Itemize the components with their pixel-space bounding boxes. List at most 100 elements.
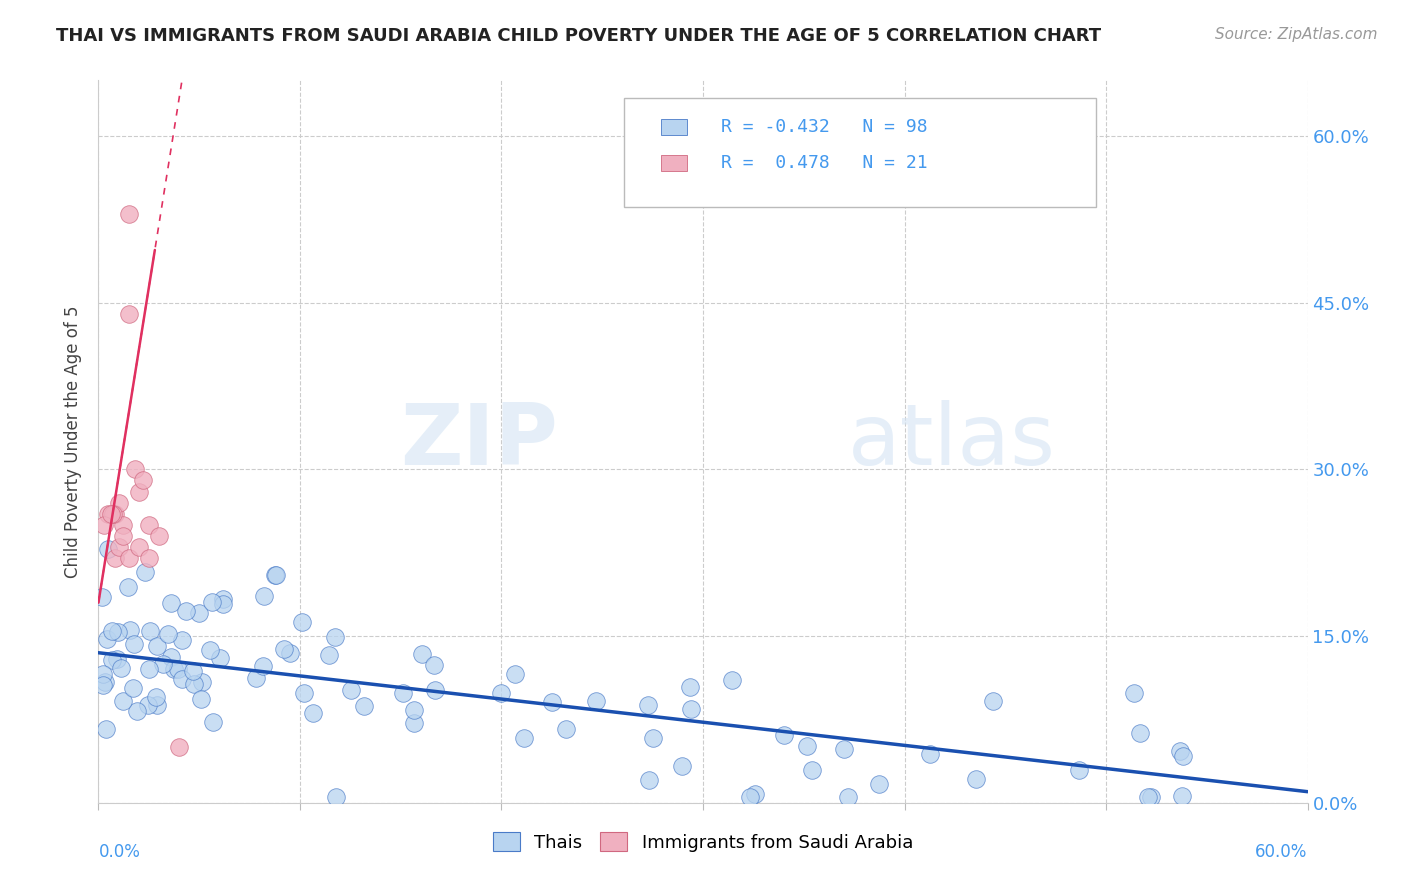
Point bbox=[721, 673, 744, 688]
Point bbox=[1136, 790, 1159, 805]
Point bbox=[738, 790, 761, 805]
Point bbox=[122, 681, 145, 695]
Point bbox=[124, 637, 146, 651]
Text: atlas: atlas bbox=[848, 400, 1056, 483]
Point bbox=[146, 639, 169, 653]
Point bbox=[1168, 744, 1191, 758]
Point bbox=[198, 643, 221, 657]
Point bbox=[170, 633, 193, 648]
Point bbox=[125, 704, 148, 718]
Point bbox=[325, 790, 347, 805]
Point bbox=[107, 625, 129, 640]
Point bbox=[167, 740, 190, 755]
Text: 0.0%: 0.0% bbox=[98, 843, 141, 861]
Point bbox=[264, 567, 287, 582]
Point bbox=[1171, 749, 1194, 764]
Point bbox=[512, 731, 534, 745]
Point bbox=[118, 207, 141, 221]
Point bbox=[540, 695, 562, 709]
Point bbox=[162, 662, 184, 676]
Point bbox=[212, 591, 235, 606]
Point bbox=[253, 589, 276, 603]
Text: ZIP: ZIP bbox=[401, 400, 558, 483]
Point bbox=[134, 565, 156, 579]
Point bbox=[868, 777, 890, 791]
Point bbox=[190, 691, 212, 706]
Point bbox=[423, 683, 446, 698]
Point bbox=[965, 772, 987, 786]
Point bbox=[404, 715, 426, 730]
Point bbox=[489, 686, 512, 700]
Point bbox=[117, 580, 139, 594]
Y-axis label: Child Poverty Under the Age of 5: Child Poverty Under the Age of 5 bbox=[65, 305, 83, 578]
Point bbox=[585, 694, 607, 708]
Point bbox=[97, 541, 120, 556]
Point bbox=[167, 662, 190, 676]
Point bbox=[423, 658, 446, 673]
Point bbox=[160, 596, 183, 610]
Text: THAI VS IMMIGRANTS FROM SAUDI ARABIA CHILD POVERTY UNDER THE AGE OF 5 CORRELATIO: THAI VS IMMIGRANTS FROM SAUDI ARABIA CHI… bbox=[56, 27, 1101, 45]
FancyBboxPatch shape bbox=[661, 155, 688, 171]
Point bbox=[100, 624, 122, 639]
Text: R =  0.478   N = 21: R = 0.478 N = 21 bbox=[721, 154, 928, 172]
Point bbox=[128, 484, 150, 499]
Point bbox=[832, 741, 855, 756]
Point bbox=[107, 540, 129, 554]
Point bbox=[638, 773, 661, 788]
Point bbox=[801, 763, 824, 777]
Legend: Thais, Immigrants from Saudi Arabia: Thais, Immigrants from Saudi Arabia bbox=[485, 825, 921, 859]
Point bbox=[138, 517, 160, 532]
Point bbox=[181, 664, 204, 678]
Point bbox=[1069, 763, 1091, 777]
Point bbox=[1128, 725, 1150, 739]
Point bbox=[202, 714, 225, 729]
Point bbox=[139, 624, 162, 639]
Point bbox=[211, 597, 233, 611]
Point bbox=[292, 686, 315, 700]
Point bbox=[188, 606, 211, 620]
Point bbox=[100, 507, 122, 521]
Point bbox=[103, 551, 125, 566]
Point bbox=[837, 790, 859, 805]
Point bbox=[101, 507, 124, 521]
Point bbox=[402, 703, 425, 717]
Point bbox=[105, 652, 128, 666]
Point bbox=[302, 706, 325, 720]
Point bbox=[796, 739, 818, 753]
Point bbox=[555, 722, 578, 736]
Point bbox=[91, 590, 114, 604]
Point bbox=[94, 674, 117, 689]
Point bbox=[93, 678, 115, 692]
Point bbox=[159, 649, 181, 664]
Point bbox=[291, 615, 314, 630]
Point bbox=[392, 686, 415, 700]
Point bbox=[96, 632, 118, 646]
Point bbox=[91, 667, 114, 681]
Point bbox=[679, 702, 702, 716]
Point bbox=[145, 690, 167, 705]
Point bbox=[1140, 790, 1163, 805]
Point bbox=[152, 657, 174, 672]
Point bbox=[201, 595, 224, 609]
Point bbox=[643, 731, 665, 746]
Point bbox=[679, 680, 702, 694]
Point bbox=[671, 759, 693, 773]
Text: R = -0.432   N = 98: R = -0.432 N = 98 bbox=[721, 119, 928, 136]
Point bbox=[191, 674, 214, 689]
Text: Source: ZipAtlas.com: Source: ZipAtlas.com bbox=[1215, 27, 1378, 42]
Point bbox=[318, 648, 340, 662]
Point bbox=[111, 529, 134, 543]
Point bbox=[148, 529, 170, 543]
Point bbox=[118, 307, 141, 321]
Point bbox=[132, 474, 155, 488]
Point bbox=[172, 672, 194, 686]
Point bbox=[278, 646, 301, 660]
Point bbox=[128, 540, 150, 554]
Point bbox=[146, 698, 169, 712]
Point bbox=[209, 651, 232, 665]
Point bbox=[111, 517, 134, 532]
Point bbox=[744, 787, 766, 801]
Point bbox=[157, 627, 180, 641]
Point bbox=[136, 698, 159, 712]
Point bbox=[411, 647, 433, 661]
